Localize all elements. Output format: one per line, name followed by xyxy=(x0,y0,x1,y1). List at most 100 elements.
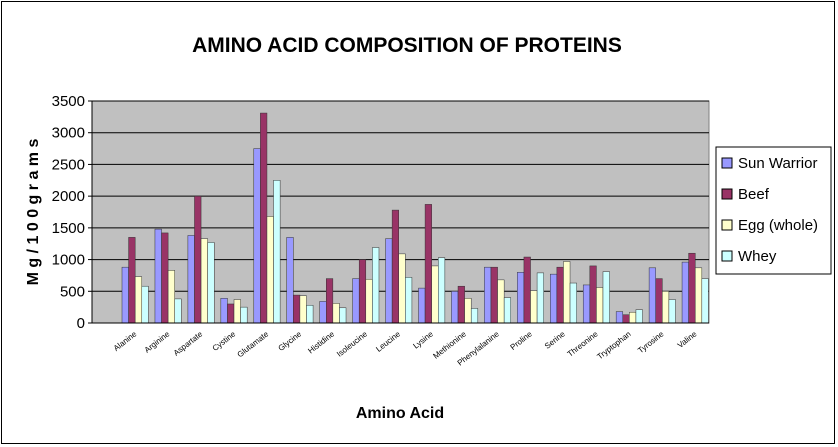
bar-sun-warrior-isoleucine xyxy=(352,278,360,324)
x-tick-label: Glutamate xyxy=(236,329,271,359)
legend-swatch xyxy=(721,157,733,169)
bar-egg-whole-cystine xyxy=(233,299,241,324)
bar-egg-whole-isoleucine xyxy=(365,278,373,324)
chart-title: AMINO ACID COMPOSITION OF PROTEINS xyxy=(192,34,622,57)
bar-sun-warrior-tryptophan xyxy=(615,311,624,324)
bar-egg-whole-glycine xyxy=(299,295,307,324)
x-tick-label: Tyrosine xyxy=(636,329,666,355)
bar-whey-proline xyxy=(536,272,544,324)
bar-egg-whole-proline xyxy=(530,290,538,324)
legend-label: Sun Warrior xyxy=(738,155,817,172)
bar-whey-tryptophan xyxy=(635,309,643,324)
bar-beef-proline xyxy=(523,256,531,324)
bar-beef-tyrosine xyxy=(655,278,663,324)
bar-beef-lysine xyxy=(424,204,432,324)
bar-egg-whole-lysine xyxy=(431,265,439,324)
x-tick-label: Valine xyxy=(676,329,699,350)
bar-sun-warrior-phenylalanine xyxy=(484,266,492,324)
bar-sun-warrior-threonine xyxy=(582,284,591,324)
legend-swatch xyxy=(721,250,733,262)
x-tick-labels: Alanine Arginine Aspartate CystineGlutamate… xyxy=(112,329,699,367)
y-axis-title: M g / 1 0 0 g r a m s xyxy=(25,139,42,286)
legend-swatch xyxy=(721,219,733,231)
bar-egg-whole-valine xyxy=(694,267,703,324)
bar-egg-whole-aspartate xyxy=(200,238,208,324)
y-tick-label: 1500 xyxy=(52,220,85,237)
bar-whey-phenylalanine xyxy=(503,297,511,324)
bar-sun-warrior-cystine xyxy=(220,298,228,324)
bar-sun-warrior-alanine xyxy=(121,266,129,324)
y-tick-label: 1000 xyxy=(52,252,85,269)
bar-whey-methionine xyxy=(470,308,479,324)
bar-sun-warrior-methionine xyxy=(451,291,459,324)
bar-egg-whole-alanine xyxy=(134,276,143,324)
bar-beef-valine xyxy=(688,252,696,324)
bar-sun-warrior-lysine xyxy=(418,287,426,324)
bar-beef-tryptophan xyxy=(622,314,630,324)
bar-beef-methionine xyxy=(457,285,465,324)
x-tick-label: Histidine xyxy=(306,329,336,355)
bar-whey-arginine xyxy=(174,298,182,324)
bars xyxy=(121,112,709,324)
x-tick-label: Lysine xyxy=(411,329,435,350)
x-tick-label: Tryptophan xyxy=(595,329,632,361)
bar-whey-glutamate xyxy=(273,180,281,324)
bar-sun-warrior-glutamate xyxy=(253,148,261,324)
bar-beef-histidine xyxy=(326,278,334,324)
legend-box xyxy=(715,146,832,275)
bar-whey-isoleucine xyxy=(372,247,380,324)
bar-beef-cystine xyxy=(227,303,235,324)
bar-beef-leucine xyxy=(391,209,399,324)
bar-sun-warrior-proline xyxy=(517,272,525,324)
y-tick-label: 500 xyxy=(60,283,85,300)
bar-whey-leucine xyxy=(405,277,413,324)
y-tick-labels: 0 500 1000 1500 2000 2500 3000 3500 xyxy=(52,93,85,332)
bar-sun-warrior-tyrosine xyxy=(648,267,656,324)
bar-whey-cystine xyxy=(240,306,248,324)
bar-beef-isoleucine xyxy=(358,259,367,324)
bar-beef-aspartate xyxy=(194,195,202,324)
legend-swatch xyxy=(721,188,733,200)
bar-whey-histidine xyxy=(339,307,347,324)
x-tick-label: Arginine xyxy=(143,329,172,355)
bar-egg-whole-threonine xyxy=(596,287,604,324)
y-tick-label: 3500 xyxy=(52,93,85,110)
bar-sun-warrior-histidine xyxy=(319,301,327,324)
bar-egg-whole-histidine xyxy=(332,303,340,324)
x-tick-label: Proline xyxy=(509,329,535,352)
x-tick-label: Isoleucine xyxy=(335,329,369,359)
bar-beef-glutamate xyxy=(260,112,268,324)
legend-label: Beef xyxy=(738,186,770,203)
bar-beef-threonine xyxy=(589,265,597,324)
x-axis-title: Amino Acid xyxy=(356,405,444,422)
bar-whey-valine xyxy=(701,278,709,324)
bar-egg-whole-phenylalanine xyxy=(497,279,505,324)
bar-sun-warrior-arginine xyxy=(154,228,162,324)
bar-sun-warrior-valine xyxy=(681,261,689,324)
y-tick-label: 2500 xyxy=(52,156,85,173)
legend-label: Egg (whole) xyxy=(738,217,818,234)
bar-sun-warrior-serine xyxy=(550,273,558,324)
bar-beef-glycine xyxy=(293,294,301,324)
legend-label: Whey xyxy=(738,248,777,265)
bar-sun-warrior-aspartate xyxy=(187,235,195,324)
bar-beef-alanine xyxy=(128,237,136,324)
bar-sun-warrior-leucine xyxy=(385,238,393,324)
bar-egg-whole-tyrosine xyxy=(662,291,670,324)
y-tick-label: 0 xyxy=(77,315,85,332)
bar-whey-tyrosine xyxy=(668,299,676,324)
bar-egg-whole-leucine xyxy=(398,253,406,324)
y-tick-label: 3000 xyxy=(52,125,85,142)
x-tick-label: Glycine xyxy=(277,329,304,353)
x-tick-label: Leucine xyxy=(374,329,402,354)
y-tick-label: 2000 xyxy=(52,188,85,205)
x-tick-label: Aspartate xyxy=(172,329,205,358)
bar-whey-alanine xyxy=(141,285,149,324)
bar-sun-warrior-glycine xyxy=(286,237,294,324)
bar-egg-whole-serine xyxy=(563,261,571,324)
legend: Sun Warrior Beef Egg (whole) Whey xyxy=(715,146,832,275)
bar-beef-serine xyxy=(556,266,564,324)
bar-beef-arginine xyxy=(161,232,169,324)
bar-whey-glycine xyxy=(306,304,314,324)
